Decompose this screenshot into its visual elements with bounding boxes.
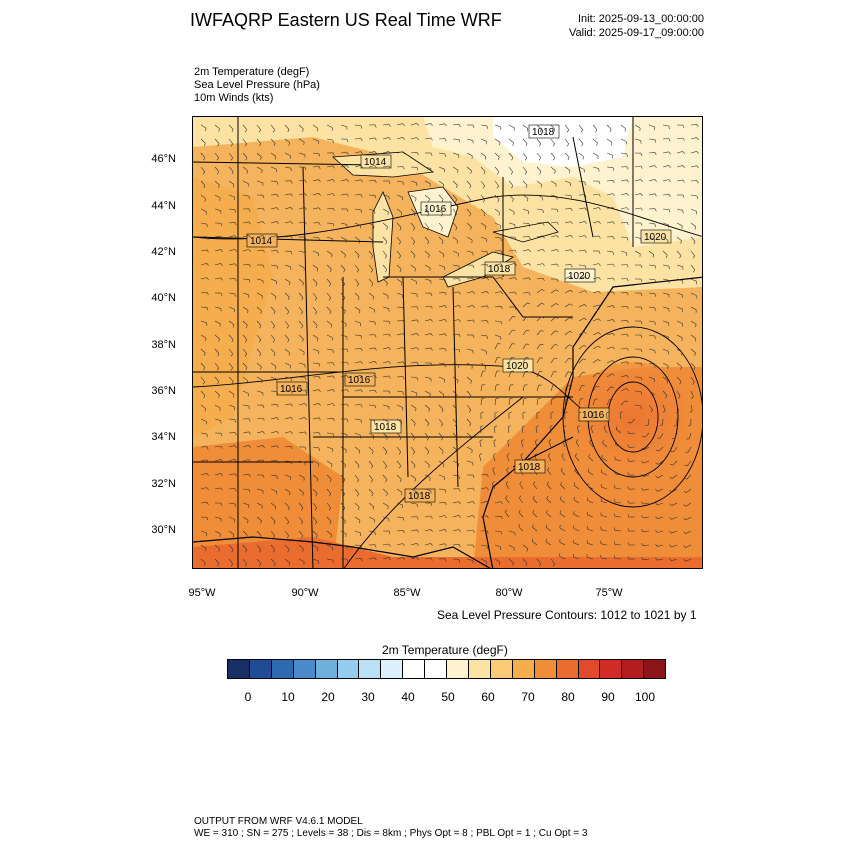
colorbar-swatch bbox=[424, 659, 448, 679]
colorbar-tick: 40 bbox=[401, 690, 415, 704]
field-label-temperature: 2m Temperature (degF) bbox=[194, 66, 310, 78]
gulf-coastline bbox=[193, 536, 491, 568]
svg-text:1016: 1016 bbox=[424, 204, 447, 215]
colorbar-swatch bbox=[358, 659, 382, 679]
lat-label: 36°N bbox=[151, 385, 176, 397]
colorbar-swatch bbox=[511, 659, 535, 679]
isobar-label: 1020 bbox=[640, 229, 672, 244]
svg-text:1018: 1018 bbox=[518, 462, 541, 473]
model-info-line2: WE = 310 ; SN = 275 ; Levels = 38 ; Dis … bbox=[194, 828, 588, 839]
isobar-label: 1014 bbox=[360, 154, 392, 169]
map-panel: 1018 1014 1016 1014 1018 1020 1020 1016 … bbox=[192, 116, 703, 569]
colorbar-swatch bbox=[402, 659, 426, 679]
svg-text:1016: 1016 bbox=[348, 375, 371, 386]
isobar-label: 1016 bbox=[276, 381, 308, 396]
colorbar bbox=[227, 659, 667, 679]
lat-label: 44°N bbox=[151, 200, 176, 212]
svg-text:1016: 1016 bbox=[280, 384, 303, 395]
colorbar-tick: 100 bbox=[634, 690, 656, 704]
temperature-field-cold bbox=[493, 117, 633, 167]
colorbar-swatch bbox=[643, 659, 667, 679]
field-label-winds: 10m Winds (kts) bbox=[194, 92, 274, 104]
isobar-label: 1016 bbox=[578, 407, 610, 422]
colorbar-tick: 10 bbox=[281, 690, 295, 704]
colorbar-swatch bbox=[336, 659, 360, 679]
plot-title: IWFAQRP Eastern US Real Time WRF bbox=[190, 10, 502, 30]
lon-label: 80°W bbox=[495, 587, 523, 599]
colorbar-swatch bbox=[248, 659, 272, 679]
colorbar-tick: 0 bbox=[244, 690, 252, 704]
temperature-field-warm-core bbox=[573, 362, 693, 472]
lon-label: 95°W bbox=[188, 587, 216, 599]
lat-label: 32°N bbox=[151, 478, 176, 490]
svg-text:1018: 1018 bbox=[488, 264, 511, 275]
lat-label: 46°N bbox=[151, 153, 176, 165]
isobar-label: 1018 bbox=[514, 459, 546, 474]
colorbar-swatch bbox=[599, 659, 623, 679]
colorbar-swatch bbox=[577, 659, 601, 679]
wind-barbs bbox=[200, 123, 699, 567]
lat-label: 30°N bbox=[151, 524, 176, 536]
lon-label: 85°W bbox=[393, 587, 421, 599]
colorbar-tick: 80 bbox=[561, 690, 575, 704]
colorbar-tick: 90 bbox=[601, 690, 615, 704]
colorbar-tick: 60 bbox=[481, 690, 495, 704]
svg-text:1014: 1014 bbox=[364, 157, 387, 168]
isobar-label: 1018 bbox=[404, 488, 436, 503]
field-label-pressure: Sea Level Pressure (hPa) bbox=[194, 79, 320, 91]
model-info-line1: OUTPUT FROM WRF V4.6.1 MODEL bbox=[194, 816, 363, 827]
colorbar-swatch bbox=[380, 659, 404, 679]
colorbar-swatch bbox=[314, 659, 338, 679]
colorbar-swatch bbox=[467, 659, 491, 679]
isobar-label: 1018 bbox=[528, 124, 560, 139]
colorbar-swatch bbox=[292, 659, 316, 679]
svg-text:1020: 1020 bbox=[568, 271, 591, 282]
lat-label: 40°N bbox=[151, 292, 176, 304]
svg-text:1020: 1020 bbox=[644, 232, 667, 243]
lat-label: 34°N bbox=[151, 431, 176, 443]
colorbar-swatch bbox=[621, 659, 645, 679]
isobar-label: 1016 bbox=[344, 372, 376, 387]
svg-text:1018: 1018 bbox=[532, 127, 555, 138]
colorbar-tick: 50 bbox=[441, 690, 455, 704]
colorbar-swatch bbox=[270, 659, 294, 679]
colorbar-tick: 70 bbox=[521, 690, 535, 704]
lat-label: 38°N bbox=[151, 339, 176, 351]
colorbar-title: 2m Temperature (degF) bbox=[382, 643, 508, 657]
colorbar-tick: 30 bbox=[361, 690, 375, 704]
init-time: Init: 2025-09-13_00:00:00 bbox=[578, 13, 704, 25]
svg-text:1014: 1014 bbox=[250, 236, 273, 247]
isobar-label: 1018 bbox=[370, 419, 402, 434]
slp-contour-note: Sea Level Pressure Contours: 1012 to 102… bbox=[437, 608, 697, 622]
colorbar-swatch bbox=[446, 659, 469, 679]
lon-label: 90°W bbox=[291, 587, 319, 599]
temperature-field-gulf bbox=[193, 537, 702, 568]
isobars bbox=[193, 194, 702, 568]
svg-text:1018: 1018 bbox=[374, 422, 397, 433]
isobar-label: 1014 bbox=[246, 233, 278, 248]
temperature-field-gulfcoast bbox=[193, 437, 343, 568]
svg-text:1018: 1018 bbox=[408, 491, 431, 502]
lat-label: 42°N bbox=[151, 246, 176, 258]
svg-text:1016: 1016 bbox=[582, 410, 605, 421]
colorbar-tick: 20 bbox=[321, 690, 335, 704]
svg-text:1020: 1020 bbox=[506, 361, 529, 372]
isobar-label: 1018 bbox=[484, 261, 516, 276]
valid-time: Valid: 2025-09-17_09:00:00 bbox=[569, 27, 704, 39]
colorbar-swatch bbox=[489, 659, 513, 679]
lon-label: 75°W bbox=[595, 587, 623, 599]
colorbar-swatch bbox=[555, 659, 579, 679]
isobar-labels: 1018 1014 1016 1014 1018 1020 1020 1016 … bbox=[246, 124, 672, 503]
colorbar-swatch bbox=[227, 659, 250, 679]
isobar-label: 1020 bbox=[564, 268, 596, 283]
map-canvas: 1018 1014 1016 1014 1018 1020 1020 1016 … bbox=[193, 117, 702, 568]
isobar-label: 1016 bbox=[420, 201, 452, 216]
isobar-label: 1020 bbox=[502, 358, 534, 373]
colorbar-swatch bbox=[533, 659, 557, 679]
